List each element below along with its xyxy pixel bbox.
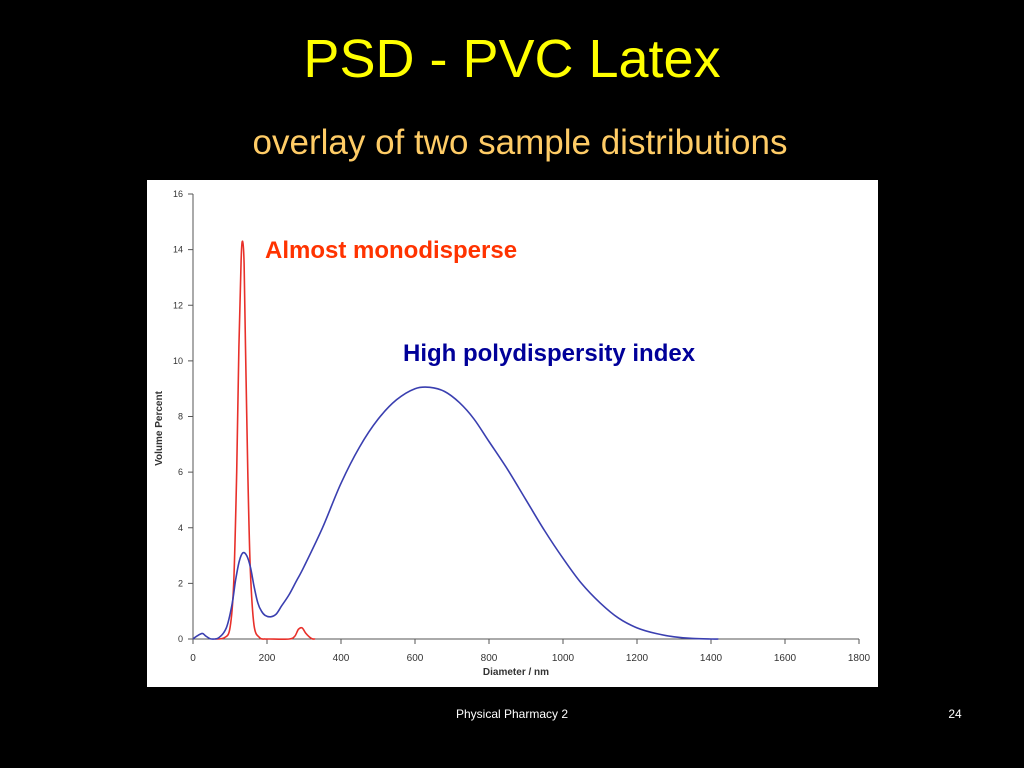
- y-tick-label: 12: [173, 300, 183, 310]
- psd-chart: 0 2 4 6 8 10 12 14 16 0 200 400 600 800 1000 1200 1400 16…: [154, 189, 871, 678]
- x-tick-label: 1600: [774, 653, 797, 664]
- x-tick-label: 600: [407, 653, 424, 664]
- x-axis-label: Diameter / nm: [483, 667, 549, 678]
- series-blue-polydisperse-line: [192, 386, 719, 640]
- y-tick-label: 10: [173, 356, 183, 366]
- slide-subtitle: overlay of two sample distributions: [252, 123, 788, 162]
- x-tick-label: 1200: [626, 653, 649, 664]
- annotation-monodisperse: Almost monodisperse: [265, 237, 517, 264]
- x-tick-label: 1400: [700, 653, 723, 664]
- x-tick-label: 800: [481, 653, 498, 664]
- y-tick-label: 6: [178, 467, 183, 477]
- y-tick-label: 8: [178, 412, 183, 422]
- y-axis-label: Volume Percent: [154, 390, 165, 466]
- slide-title: PSD - PVC Latex: [303, 29, 721, 89]
- x-tick-label: 1000: [552, 653, 575, 664]
- y-tick-label: 4: [178, 523, 183, 533]
- slide-page-number: 24: [948, 707, 962, 721]
- y-tick-label: 0: [178, 634, 183, 644]
- x-tick-label: 200: [259, 653, 276, 664]
- x-tick-label: 0: [190, 653, 196, 664]
- footer-course-name: Physical Pharmacy 2: [455, 707, 569, 721]
- x-tick-label: 400: [333, 653, 350, 664]
- x-tick-label: 1800: [848, 653, 871, 664]
- series-red-monodisperse-line: [215, 240, 316, 641]
- chart-panel: 0 2 4 6 8 10 12 14 16 0 200 400 600 800 1000 1200 1400 16…: [147, 180, 878, 687]
- y-tick-label: 14: [173, 245, 183, 255]
- annotation-polydispersity: High polydispersity index: [403, 340, 696, 367]
- y-tick-label: 16: [173, 189, 183, 199]
- y-tick-label: 2: [178, 578, 183, 588]
